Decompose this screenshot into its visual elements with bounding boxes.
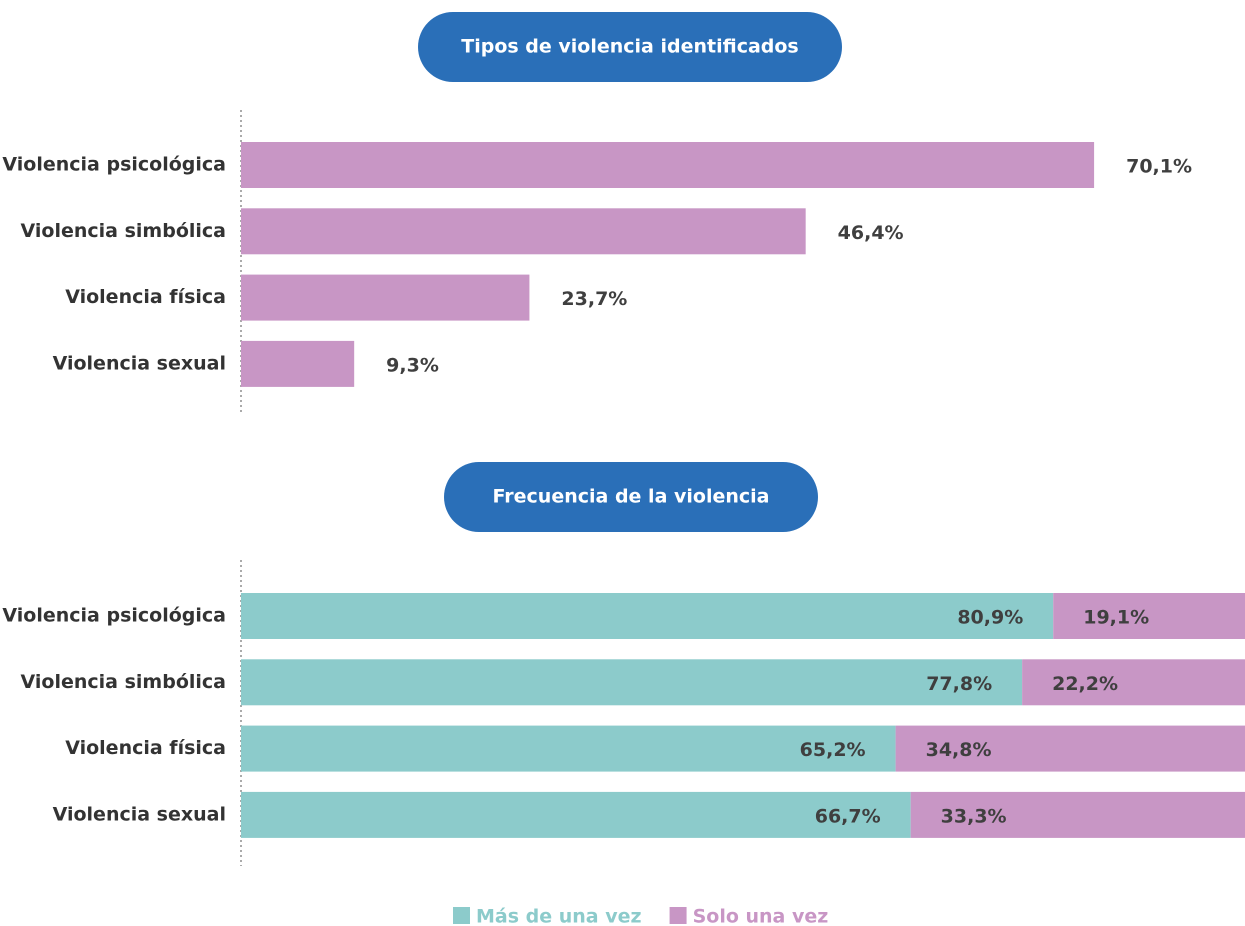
legend-swatch: [453, 907, 470, 924]
title-pill: [418, 12, 842, 82]
chart-title: Tipos de violencia identificados: [461, 36, 799, 58]
value-label: 9,3%: [386, 354, 439, 376]
value-label: 66,7%: [815, 805, 881, 827]
category-label: Violencia sexual: [53, 803, 226, 825]
legend-label: Más de una vez: [476, 906, 642, 926]
category-label: Violencia psicológica: [2, 154, 226, 176]
category-label: Violencia simbólica: [21, 671, 226, 693]
bar: [241, 274, 530, 321]
bar: [241, 208, 806, 255]
bar-segment: [1022, 659, 1245, 706]
value-label: 34,8%: [926, 739, 992, 761]
bar: [241, 142, 1095, 188]
value-label: 80,9%: [957, 607, 1023, 629]
category-label: Violencia física: [65, 286, 226, 308]
title-pill: [444, 462, 818, 532]
bar-segment: [241, 791, 911, 838]
bar-segment: [241, 725, 896, 772]
category-label: Violencia psicológica: [2, 605, 226, 627]
bar-segment: [241, 659, 1023, 706]
value-label: 70,1%: [1126, 156, 1192, 178]
value-label: 23,7%: [561, 288, 627, 310]
category-label: Violencia física: [65, 737, 226, 759]
category-label: Violencia simbólica: [21, 220, 226, 242]
value-label: 22,2%: [1052, 673, 1118, 695]
bar-segment: [910, 791, 1245, 838]
category-label: Violencia sexual: [53, 352, 226, 374]
bar-segment: [241, 593, 1054, 639]
legend-label: Solo una vez: [693, 906, 829, 926]
value-label: 46,4%: [838, 222, 904, 244]
chart-title: Frecuencia de la violencia: [493, 486, 770, 508]
legend-swatch: [669, 907, 687, 924]
bar: [241, 340, 355, 387]
value-label: 19,1%: [1083, 607, 1149, 629]
bar-segment: [895, 725, 1245, 772]
bar-segment: [1053, 593, 1245, 639]
value-label: 77,8%: [926, 673, 992, 695]
value-label: 65,2%: [800, 739, 866, 761]
value-label: 33,3%: [941, 805, 1007, 827]
